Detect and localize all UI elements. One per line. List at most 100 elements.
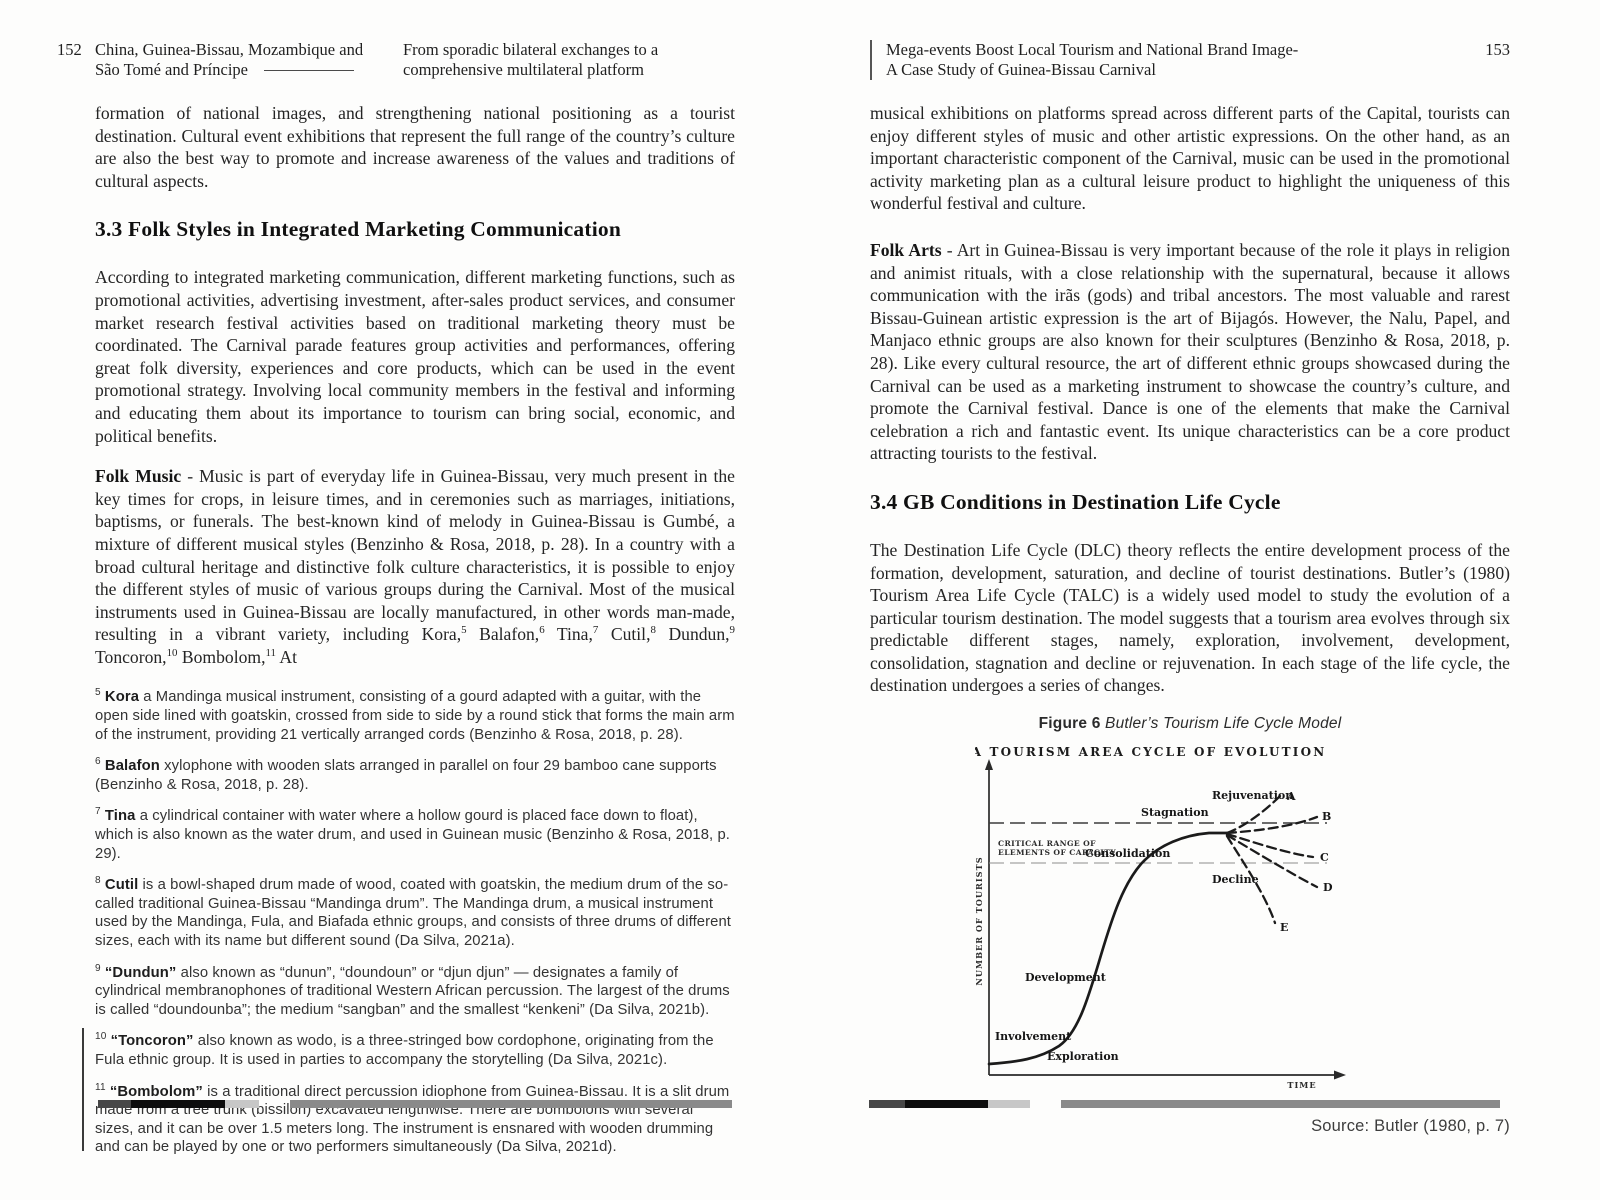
curve-branch-d-decline xyxy=(1225,833,1319,889)
tourism-cycle-chart: A TOURISM AREA CYCLE OF EVOLUTION NUMBER… xyxy=(975,745,1346,1090)
page-number: 153 xyxy=(1485,40,1510,59)
label-branch-b: B xyxy=(1322,810,1331,823)
folk-music-paragraph: Folk Music - Music is part of everyday l… xyxy=(95,465,735,668)
bar-segment-black xyxy=(131,1100,225,1108)
bar-segment-dark xyxy=(869,1100,905,1108)
figure-caption: Figure 6 Butler’s Tourism Life Cycle Mod… xyxy=(870,715,1510,733)
folk-music-text: Dundun, xyxy=(655,624,730,645)
folk-music-text: - Music is part of everyday life in Guin… xyxy=(95,466,735,645)
figure-source: Source: Butler (1980, p. 7) xyxy=(1311,1117,1510,1136)
label-rejuvenation: Rejuvenation xyxy=(1212,789,1293,802)
curve-branch-b xyxy=(1225,815,1319,835)
footnote-changebar-group: 10 “Toncoron” also known as wodo, is a t… xyxy=(82,1028,735,1157)
running-title-line1: Mega-events Boost Local Tourism and Nati… xyxy=(886,40,1299,59)
footnote-ref-9: 9 xyxy=(729,624,735,637)
label-branch-c: C xyxy=(1320,851,1329,864)
running-title-line2: São Tomé and Príncipe xyxy=(95,60,375,80)
running-subtitle-line2: comprehensive multilateral platform xyxy=(403,60,644,79)
footnotes-section: 5 Kora a Mandinga musical instrument, co… xyxy=(82,688,735,1157)
printing-bar-right xyxy=(869,1100,1510,1108)
curve-main-s-curve xyxy=(987,831,1229,1066)
footnote-ref-11: 11 xyxy=(265,647,276,660)
label-stagnation: Stagnation xyxy=(1141,806,1209,819)
folk-music-text: At xyxy=(275,646,298,667)
section-heading-3-4: 3.4 GB Conditions in Destination Life Cy… xyxy=(870,489,1281,514)
bar-segment-black xyxy=(905,1100,988,1108)
running-header-right: Mega-events Boost Local Tourism and Nati… xyxy=(870,40,1510,80)
label-branch-a: A xyxy=(1286,790,1296,803)
page-152: 152 China, Guinea-Bissau, Mozambique and… xyxy=(57,0,735,1200)
intro-paragraph: formation of national images, and streng… xyxy=(95,103,735,191)
footnote-text: is a bowl-shaped drum made of wood, coat… xyxy=(95,877,732,949)
header-rule xyxy=(263,70,354,71)
footnote-9: 9 “Dundun” also known as “dunun”, “dound… xyxy=(95,962,735,1020)
footnote-8: 8 Cutil is a bowl-shaped drum made of wo… xyxy=(95,876,735,950)
bar-segment-long xyxy=(1061,1100,1500,1108)
figure-caption-title: Butler’s Tourism Life Cycle Model xyxy=(1105,715,1342,733)
footnote-term: “Toncoron” xyxy=(110,1033,194,1050)
bar-segment-light xyxy=(988,1100,1030,1108)
curve-branch-e-decline xyxy=(1225,834,1277,925)
footnote-term: “Dundun” xyxy=(104,964,177,981)
y-axis-arrow xyxy=(985,759,993,771)
folk-music-text: Toncoron, xyxy=(95,646,167,667)
footnote-term: “Bombolom” xyxy=(109,1083,203,1100)
running-title: Mega-events Boost Local Tourism and Nati… xyxy=(870,40,1366,80)
footnote-ref-10: 10 xyxy=(166,647,178,660)
footnote-5: 5 Kora a Mandinga musical instrument, co… xyxy=(95,688,735,744)
footnote-ref-7: 7 xyxy=(592,624,599,637)
bar-segment-light xyxy=(225,1100,259,1108)
chart-container: A TOURISM AREA CYCLE OF EVOLUTION NUMBER… xyxy=(870,741,1510,1099)
footnote-number: 10 xyxy=(95,1031,107,1043)
y-axis-label: NUMBER OF TOURISTS xyxy=(975,856,984,985)
footnote-text: also known as “dunun”, “doundoun” or “dj… xyxy=(95,964,730,1018)
footnote-number: 7 xyxy=(95,806,101,818)
page-number: 152 xyxy=(57,40,82,59)
footnote-ref-8: 8 xyxy=(650,624,656,637)
running-title-line2: A Case Study of Guinea-Bissau Carnival xyxy=(886,60,1156,79)
footnote-number: 8 xyxy=(95,875,101,887)
footnote-number: 6 xyxy=(95,756,101,768)
running-header-left: 152 China, Guinea-Bissau, Mozambique and… xyxy=(57,40,735,80)
label-branch-e: E xyxy=(1280,921,1288,934)
footnote-term: Balafon xyxy=(104,758,160,775)
imc-paragraph: According to integrated marketing commun… xyxy=(95,267,735,446)
running-subtitle: From sporadic bilateral exchanges to a c… xyxy=(403,40,703,80)
folk-music-text: Cutil, xyxy=(598,624,651,645)
footnote-7: 7 Tina a cylindrical container with wate… xyxy=(95,807,735,863)
page-153: Mega-events Boost Local Tourism and Nati… xyxy=(869,0,1510,1200)
footnote-term: Tina xyxy=(104,808,136,825)
folk-music-label: Folk Music xyxy=(95,466,182,487)
footnote-10: 10 “Toncoron” also known as wodo, is a t… xyxy=(95,1032,735,1069)
footnote-text: is a traditional direct percussion idiop… xyxy=(95,1083,730,1156)
x-axis-label: TIME xyxy=(1287,1080,1316,1090)
chart-title: A TOURISM AREA CYCLE OF EVOLUTION xyxy=(975,745,1326,759)
folk-arts-label: Folk Arts xyxy=(870,239,942,260)
label-involvement: Involvement xyxy=(995,1030,1072,1043)
footnote-ref-6: 6 xyxy=(539,624,545,637)
label-consolidation: Consolidation xyxy=(1085,847,1170,860)
running-title-line1: China, Guinea-Bissau, Mozambique and xyxy=(95,40,364,59)
figure-6: Figure 6 Butler’s Tourism Life Cycle Mod… xyxy=(870,715,1510,1136)
footnote-11: 11 “Bombolom” is a traditional direct pe… xyxy=(95,1081,735,1157)
footnote-term: Kora xyxy=(104,689,140,706)
footnote-term: Cutil xyxy=(104,877,139,894)
folk-arts-paragraph: Folk Arts - Art in Guinea-Bissau is very… xyxy=(870,239,1510,465)
label-development: Development xyxy=(1025,971,1107,984)
folk-music-text: Balafon, xyxy=(466,624,540,645)
running-title: China, Guinea-Bissau, Mozambique and São… xyxy=(95,40,375,80)
footnote-text: xylophone with wooden slats arranged in … xyxy=(95,758,717,793)
curve-branch-c xyxy=(1225,832,1315,859)
label-exploration: Exploration xyxy=(1047,1050,1119,1063)
music-continued-paragraph: musical exhibitions on platforms spread … xyxy=(870,103,1510,214)
folk-arts-text: - Art in Guinea-Bissau is very important… xyxy=(870,239,1510,464)
footnote-number: 11 xyxy=(95,1081,106,1093)
running-subtitle-line1: From sporadic bilateral exchanges to a xyxy=(403,40,659,59)
footnote-number: 9 xyxy=(95,962,101,974)
footnote-text: a Mandinga musical instrument, consistin… xyxy=(95,689,735,743)
footnote-number: 5 xyxy=(95,687,101,699)
folk-music-text: Tina, xyxy=(544,624,593,645)
footnote-text: also known as wodo, is a three-stringed … xyxy=(95,1033,714,1068)
footnote-ref-5: 5 xyxy=(461,624,467,637)
